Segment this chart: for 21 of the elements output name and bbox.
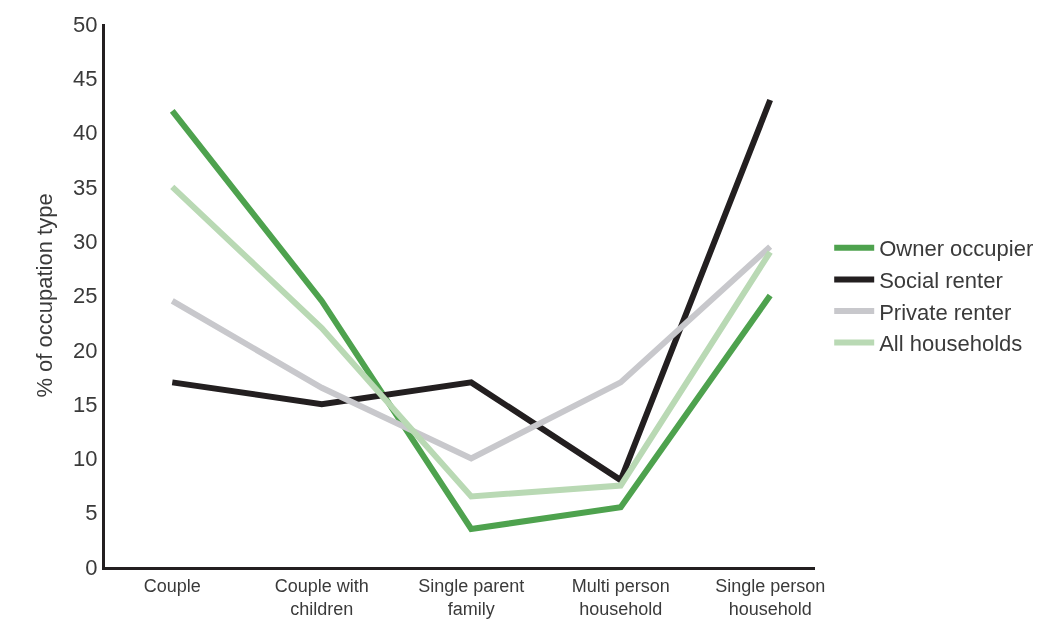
x-tick-label: Couple with children — [274, 575, 369, 619]
x-tick-label: Single person household — [715, 575, 826, 619]
y-axis-title: % of occupation type — [31, 193, 57, 398]
y-tick-label: 35 — [73, 174, 98, 200]
y-tick-label: 0 — [85, 554, 98, 580]
x-tick-label: Couple — [143, 575, 201, 596]
y-tick-label: 20 — [73, 337, 98, 363]
y-tick-label: 40 — [73, 120, 98, 146]
legend-label: All households — [879, 331, 1023, 357]
y-tick-label: 50 — [73, 11, 98, 37]
legend-label: Social renter — [879, 267, 1003, 293]
y-tick-label: 15 — [73, 391, 98, 417]
y-tick-label: 10 — [73, 446, 98, 472]
legend-label: Owner occupier — [879, 236, 1034, 262]
y-tick-label: 25 — [73, 283, 98, 309]
x-tick-label: Single parent family — [418, 575, 525, 619]
y-tick-label: 5 — [85, 500, 98, 526]
y-tick-label: 30 — [73, 228, 98, 254]
x-tick-label: Multi person household — [571, 575, 670, 619]
legend-label: Private renter — [879, 299, 1012, 325]
y-tick-label: 45 — [73, 66, 98, 91]
